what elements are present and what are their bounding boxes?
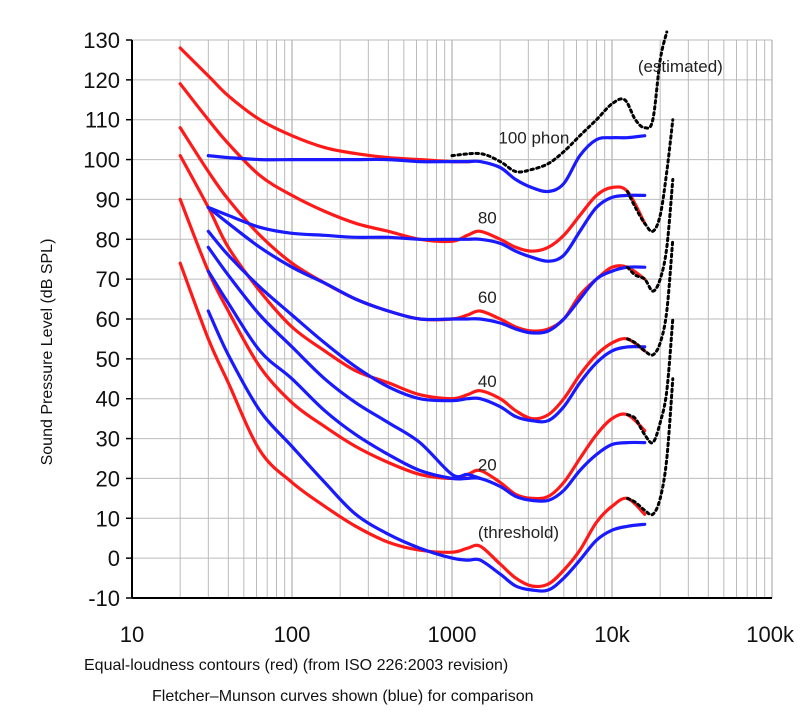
annotation-label: 80 [478,208,497,227]
y-tick-label: 80 [96,227,120,252]
y-tick-label: 40 [96,387,120,412]
x-tick-label: 10 [120,622,144,647]
x-tick-label: 100k [746,622,795,647]
y-tick-label: 30 [96,427,120,452]
estimated-curve-20 [626,317,675,445]
annotation-label: (estimated) [638,57,723,76]
fletcher-curve-20 [206,245,482,480]
y-tick-label: 20 [96,466,120,491]
y-tick-label: 110 [85,108,120,133]
fletcher-curve-100 [206,134,647,194]
estimated-curve-80 [626,118,675,233]
caption-line-1: Equal-loudness contours (red) (from ISO … [84,657,509,674]
y-tick-label: 70 [96,267,120,292]
iso-curve-0 [178,261,647,589]
estimated-curve-40 [626,237,675,357]
x-tick-label: 1000 [428,622,477,647]
y-tick-label: 100 [83,148,120,173]
fletcher-curve-60 [206,205,647,335]
iso-curve-80 [178,82,647,253]
y-tick-label: 50 [96,347,120,372]
x-tick-label: 100 [274,622,311,647]
annotation-label: (threshold) [478,523,559,542]
y-tick-label: 90 [96,187,120,212]
series [178,30,675,593]
y-axis-label: Sound Pressure Level (dB SPL) [39,239,56,466]
annotation-label: 100 phon [498,129,569,148]
y-tick-label: 130 [83,28,120,53]
fletcher-curve-0 [206,309,647,593]
y-tick-label: 120 [83,68,120,93]
y-tick-label: 10 [96,506,120,531]
annotation-label: 20 [478,455,497,474]
x-tick-label: 10k [594,622,630,647]
iso-curve-20 [178,197,647,501]
estimated-curve-60 [626,178,675,293]
fletcher-curve-40 [206,229,647,424]
y-tick-label: 60 [96,307,120,332]
y-tick-label: -10 [88,586,120,611]
annotation-label: 40 [478,372,497,391]
estimated-curve-100 [450,30,669,174]
iso-curve-40 [178,154,647,421]
annotation-label: 60 [478,288,497,307]
caption-line-2: Fletcher–Munson curves shown (blue) for … [152,688,534,705]
y-tick-label: 0 [108,546,120,571]
iso-curve-100 [178,46,472,164]
annotations: (estimated) 100 phon 80 60 40 20 (threshold) [478,57,723,542]
fletcher-curve-80 [206,193,647,263]
estimated-curve-0 [626,377,675,517]
